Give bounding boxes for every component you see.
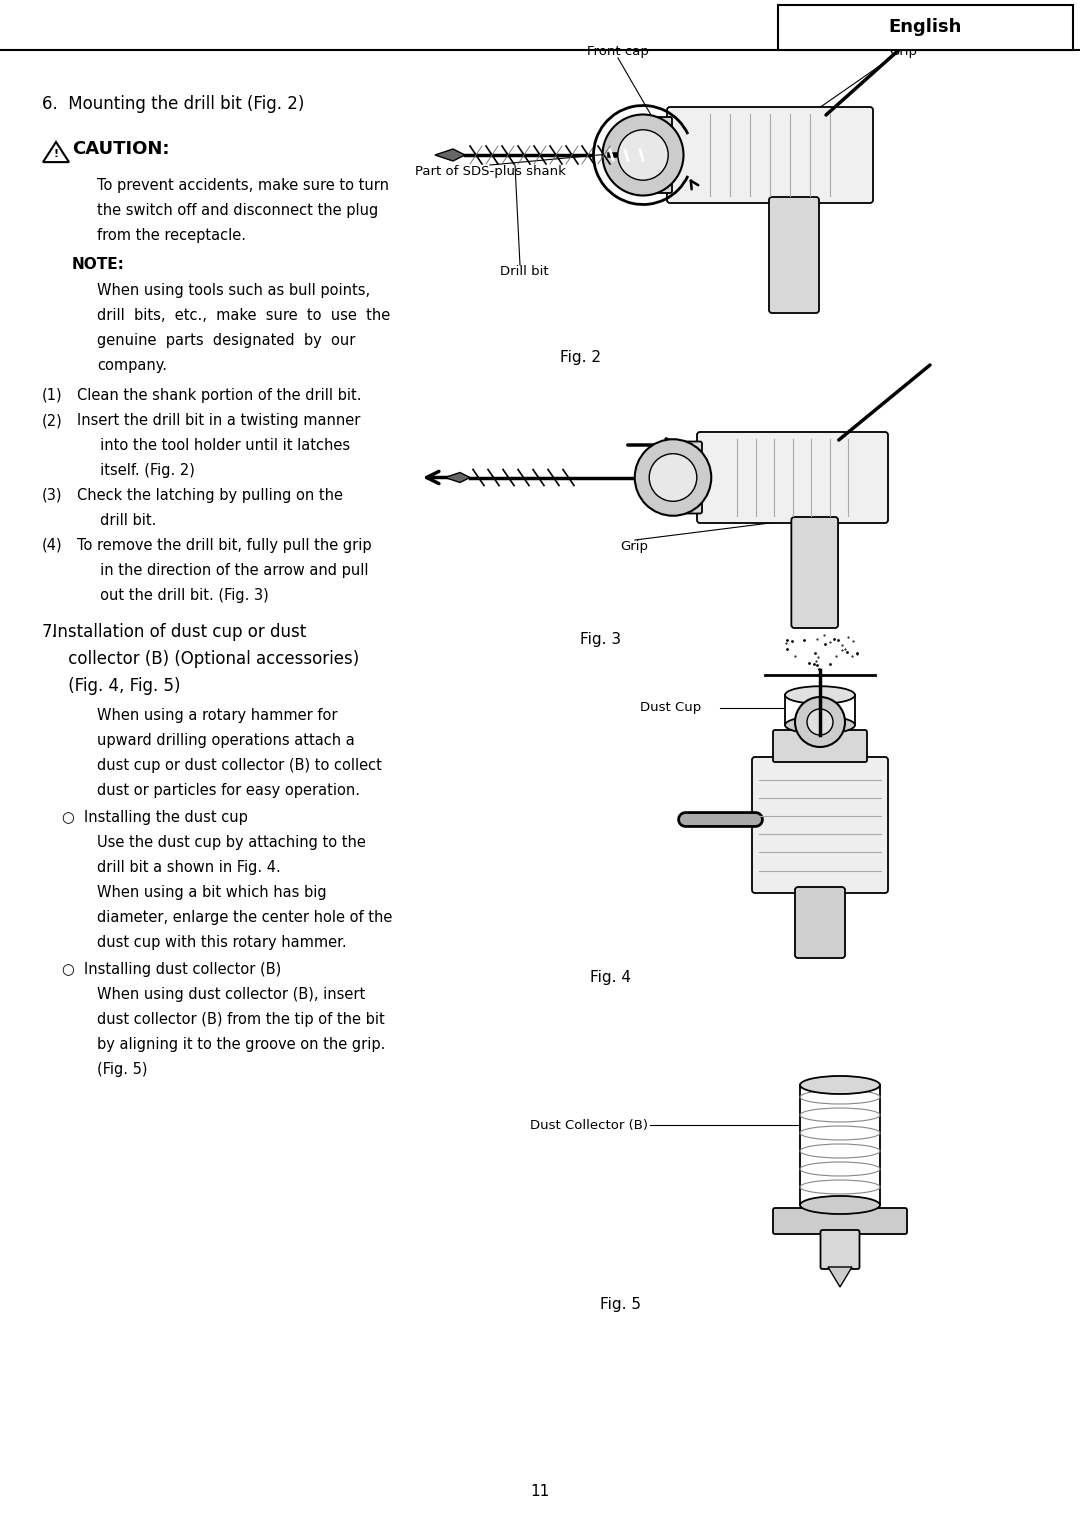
Text: (Fig. 5): (Fig. 5) [97, 1063, 148, 1076]
Bar [778, 5, 1074, 50]
Text: ○  Installing the dust cup: ○ Installing the dust cup [62, 810, 248, 826]
Polygon shape [435, 148, 465, 161]
Text: Fig. 5: Fig. 5 [600, 1297, 642, 1312]
Text: To prevent accidents, make sure to turn: To prevent accidents, make sure to turn [97, 177, 389, 193]
Text: (3): (3) [42, 488, 63, 503]
Text: into the tool holder until it latches: into the tool holder until it latches [77, 437, 350, 453]
Circle shape [807, 709, 833, 735]
Text: from the receptacle.: from the receptacle. [97, 228, 246, 243]
Text: drill  bits,  etc.,  make  sure  to  use  the: drill bits, etc., make sure to use the [97, 307, 390, 323]
Text: Grip: Grip [889, 44, 917, 58]
Text: drill bit.: drill bit. [77, 514, 157, 528]
Text: upward drilling operations attach a: upward drilling operations attach a [97, 732, 354, 748]
Text: Front cap: Front cap [588, 44, 649, 58]
Text: Installation of dust cup or dust: Installation of dust cup or dust [42, 622, 307, 641]
Text: dust or particles for easy operation.: dust or particles for easy operation. [97, 783, 360, 798]
Text: Fig. 4: Fig. 4 [590, 969, 631, 985]
Text: 7.: 7. [42, 622, 57, 641]
Text: 11: 11 [530, 1485, 550, 1498]
Text: When using a rotary hammer for: When using a rotary hammer for [97, 708, 337, 723]
Text: diameter, enlarge the center hole of the: diameter, enlarge the center hole of the [97, 910, 392, 925]
Bar [812, 725, 828, 755]
Text: Check the latching by pulling on the: Check the latching by pulling on the [77, 488, 343, 503]
FancyBboxPatch shape [773, 1208, 907, 1234]
FancyBboxPatch shape [646, 118, 672, 193]
Text: (4): (4) [42, 538, 63, 553]
Text: the switch off and disconnect the plug: the switch off and disconnect the plug [97, 203, 378, 219]
Text: in the direction of the arrow and pull: in the direction of the arrow and pull [77, 563, 368, 578]
Ellipse shape [785, 687, 855, 703]
Text: Use the dust cup by attaching to the: Use the dust cup by attaching to the [97, 835, 366, 850]
Text: (2): (2) [42, 413, 63, 428]
Text: dust cup with this rotary hammer.: dust cup with this rotary hammer. [97, 936, 347, 950]
Text: English: English [889, 18, 962, 37]
Text: Grip: Grip [620, 540, 648, 553]
FancyBboxPatch shape [792, 517, 838, 628]
Text: Dust Collector (B): Dust Collector (B) [530, 1119, 648, 1131]
Ellipse shape [800, 1076, 880, 1095]
Text: When using dust collector (B), insert: When using dust collector (B), insert [97, 988, 365, 1001]
Text: When using a bit which has big: When using a bit which has big [97, 885, 326, 901]
Text: Insert the drill bit in a twisting manner: Insert the drill bit in a twisting manne… [77, 413, 361, 428]
Circle shape [635, 439, 712, 515]
Circle shape [603, 115, 684, 196]
FancyBboxPatch shape [821, 1229, 860, 1269]
Text: out the drill bit. (Fig. 3): out the drill bit. (Fig. 3) [77, 589, 269, 602]
Text: (1): (1) [42, 388, 63, 404]
FancyBboxPatch shape [773, 729, 867, 761]
Ellipse shape [785, 716, 855, 734]
Text: (Fig. 4, Fig. 5): (Fig. 4, Fig. 5) [42, 677, 180, 696]
Polygon shape [828, 1268, 852, 1287]
Text: To remove the drill bit, fully pull the grip: To remove the drill bit, fully pull the … [77, 538, 372, 553]
Text: NOTE:: NOTE: [72, 257, 125, 272]
Text: Fig. 3: Fig. 3 [580, 631, 621, 647]
Text: dust collector (B) from the tip of the bit: dust collector (B) from the tip of the b… [97, 1012, 384, 1027]
Circle shape [795, 697, 845, 748]
Text: dust cup or dust collector (B) to collect: dust cup or dust collector (B) to collec… [97, 758, 382, 774]
Text: Dust Cup: Dust Cup [640, 702, 701, 714]
Text: CAUTION:: CAUTION: [72, 141, 170, 157]
Text: When using tools such as bull points,: When using tools such as bull points, [97, 283, 370, 298]
Text: by aligning it to the groove on the grip.: by aligning it to the groove on the grip… [97, 1037, 386, 1052]
Text: genuine  parts  designated  by  our: genuine parts designated by our [97, 333, 355, 349]
FancyBboxPatch shape [752, 757, 888, 893]
Text: ○  Installing dust collector (B): ○ Installing dust collector (B) [62, 962, 281, 977]
Text: company.: company. [97, 358, 167, 373]
Text: !: ! [53, 150, 58, 159]
FancyBboxPatch shape [795, 887, 845, 959]
Text: itself. (Fig. 2): itself. (Fig. 2) [77, 463, 194, 479]
Text: Fig. 2: Fig. 2 [561, 350, 600, 365]
FancyBboxPatch shape [676, 442, 702, 514]
Text: drill bit a shown in Fig. 4.: drill bit a shown in Fig. 4. [97, 859, 281, 875]
Text: 6.  Mounting the drill bit (Fig. 2): 6. Mounting the drill bit (Fig. 2) [42, 95, 305, 113]
Circle shape [649, 454, 697, 502]
FancyBboxPatch shape [667, 107, 873, 203]
FancyBboxPatch shape [769, 197, 819, 313]
Ellipse shape [800, 1196, 880, 1214]
FancyBboxPatch shape [697, 433, 888, 523]
Text: Drill bit: Drill bit [500, 265, 549, 278]
Text: collector (B) (Optional accessories): collector (B) (Optional accessories) [42, 650, 360, 668]
Circle shape [618, 130, 669, 180]
Text: Clean the shank portion of the drill bit.: Clean the shank portion of the drill bit… [77, 388, 362, 404]
Polygon shape [445, 472, 470, 483]
Text: Part of SDS-plus shank: Part of SDS-plus shank [415, 165, 566, 177]
